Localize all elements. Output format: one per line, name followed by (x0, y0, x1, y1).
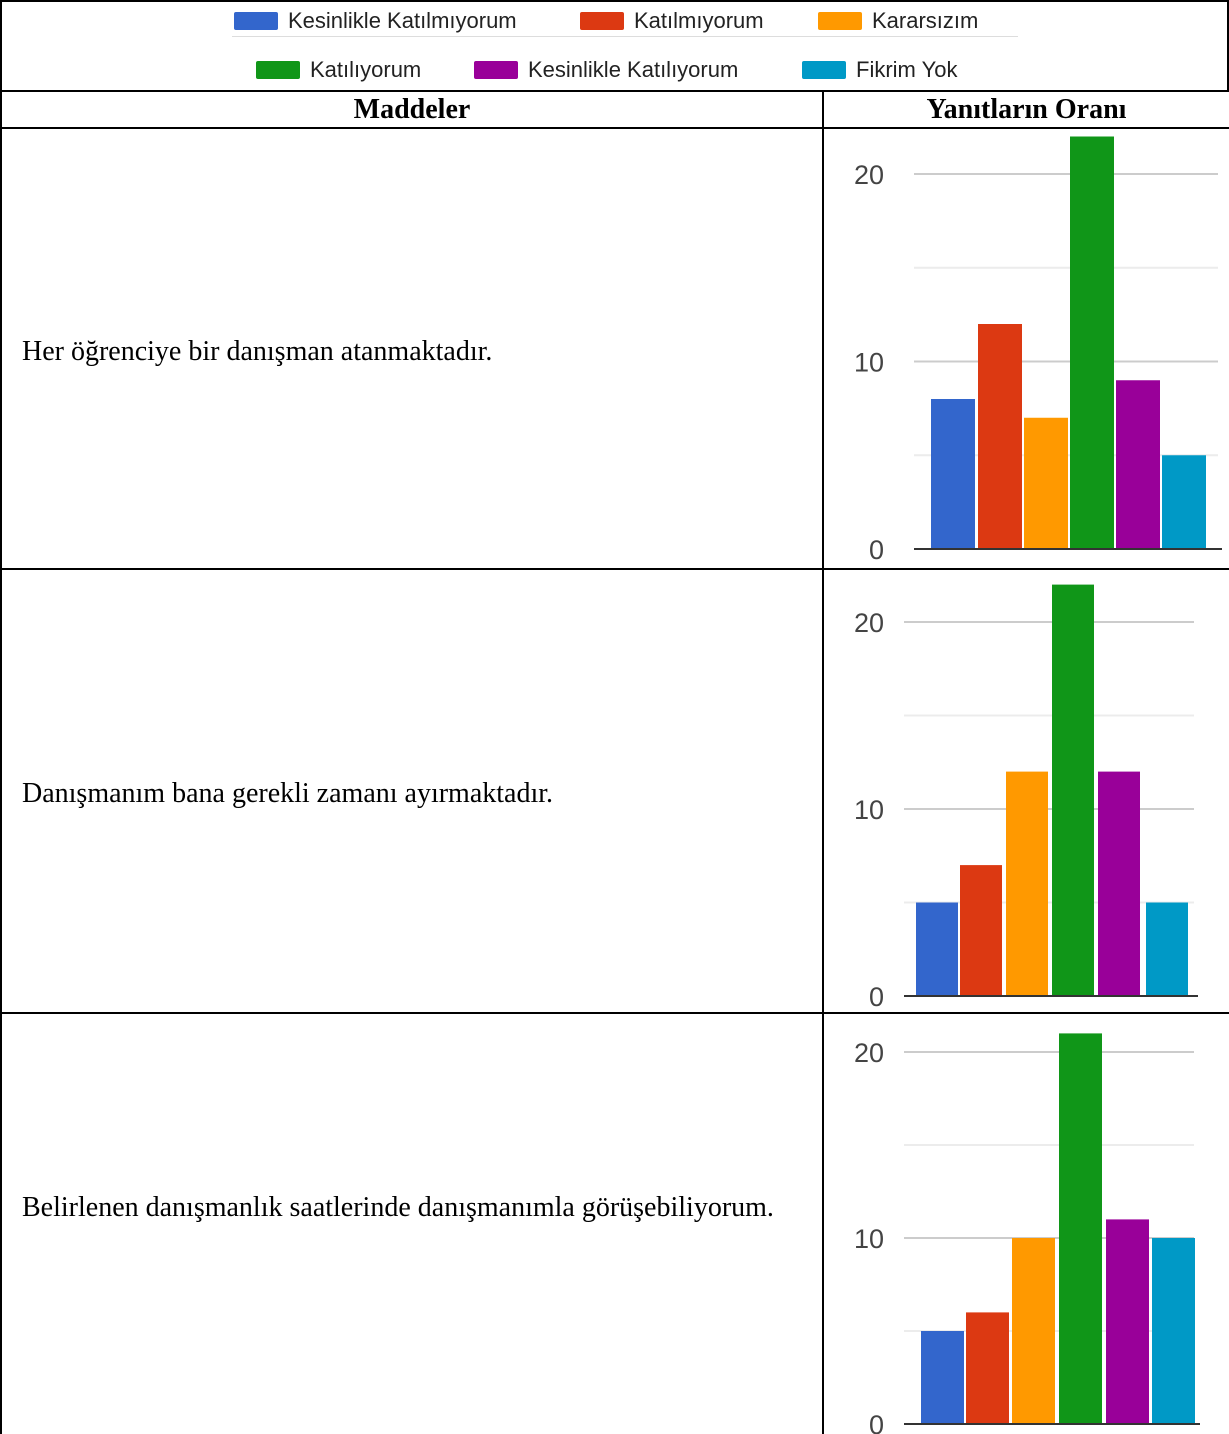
bar (960, 865, 1002, 996)
row-item-text: Her öğrenciye bir danışman atanmaktadır. (22, 336, 493, 367)
column-header-yanitlarin-orani: Yanıtların Oranı (926, 94, 1127, 125)
row-divider (0, 568, 1229, 570)
bar (1152, 1238, 1195, 1424)
legend-swatch (234, 12, 278, 30)
bar (1024, 417, 1068, 549)
bar (1098, 771, 1140, 996)
legend-item-katiliyorum: Katılıyorum (256, 57, 422, 82)
row-item-text: Belirlenen danışmanlık saatlerinde danış… (22, 1192, 774, 1223)
row-item-text: Danışmanım bana gerekli zamanı ayırmakta… (22, 778, 554, 809)
legend-item-kararsizim: Kararsızım (818, 8, 979, 33)
bar (966, 1312, 1009, 1424)
legend-bottom-border (0, 90, 1229, 92)
legend-label: Katılmıyorum (634, 8, 764, 33)
table-border-right (1227, 0, 1229, 92)
y-tick-label: 0 (869, 1410, 884, 1434)
row-divider (0, 1012, 1229, 1014)
table-border-top (0, 0, 1229, 2)
table-border-left (0, 0, 2, 1434)
legend-item-katilmiyorum: Katılmıyorum (580, 8, 764, 33)
legend-divider (232, 36, 1018, 37)
legend-item-kesinlikle-katilmiyorum: Kesinlikle Katılmıyorum (234, 8, 517, 33)
bar (978, 324, 1022, 549)
legend-label: Kesinlikle Katılmıyorum (288, 8, 517, 33)
legend-item-kesinlikle-katiliyorum: Kesinlikle Katılıyorum (474, 57, 739, 82)
y-tick-label: 20 (854, 160, 884, 190)
legend-swatch (580, 12, 624, 30)
bar (1116, 380, 1160, 549)
column-header-maddeler: Maddeler (353, 94, 471, 125)
column-divider (822, 90, 824, 1434)
chart-legend: Kesinlikle Katılmıyorum Katılmıyorum Kar… (0, 0, 1229, 92)
legend-label: Katılıyorum (310, 57, 422, 82)
bar (1006, 771, 1048, 996)
y-tick-label: 0 (869, 535, 884, 565)
bar-chart: 0 10 20 (854, 584, 1198, 1012)
y-tick-label: 10 (854, 795, 884, 825)
bar (1012, 1238, 1055, 1424)
legend-label: Fikrim Yok (856, 57, 958, 82)
bar (916, 902, 958, 996)
y-tick-label: 20 (854, 1038, 884, 1068)
legend-label: Kararsızım (872, 8, 979, 33)
y-tick-label: 0 (869, 982, 884, 1012)
bar (921, 1331, 964, 1424)
legend-swatch (474, 61, 518, 79)
bar-chart: 0 10 20 (854, 136, 1222, 565)
bar (1162, 455, 1206, 549)
legend-swatch (818, 12, 862, 30)
legend-swatch (802, 61, 846, 79)
bar (1146, 902, 1188, 996)
bar (931, 399, 975, 549)
legend-label: Kesinlikle Katılıyorum (528, 57, 739, 82)
legend-item-fikrim-yok: Fikrim Yok (802, 57, 958, 82)
bar (1052, 584, 1094, 996)
y-tick-label: 10 (854, 348, 884, 378)
bar-chart: 0 10 20 (854, 1033, 1200, 1434)
legend-swatch (256, 61, 300, 79)
bar (1070, 136, 1114, 549)
header-bottom-border (0, 127, 1229, 129)
y-tick-label: 20 (854, 608, 884, 638)
bar (1059, 1033, 1102, 1424)
y-tick-label: 10 (854, 1224, 884, 1254)
bar (1106, 1219, 1149, 1424)
